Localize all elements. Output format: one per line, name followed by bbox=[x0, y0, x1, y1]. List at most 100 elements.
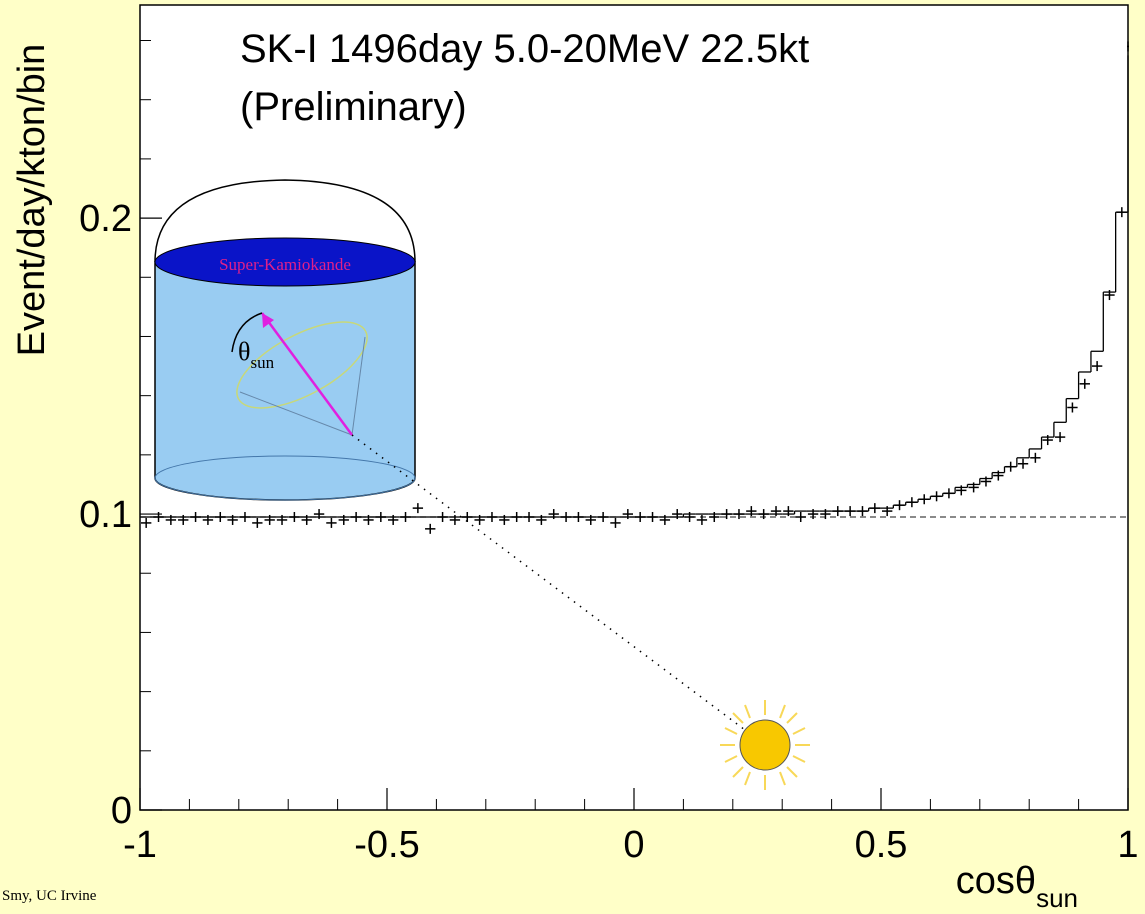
data-point bbox=[412, 503, 424, 514]
data-point bbox=[178, 514, 189, 525]
data-point bbox=[252, 517, 263, 528]
data-point bbox=[313, 509, 325, 520]
cone bbox=[236, 321, 368, 409]
data-point bbox=[350, 512, 362, 523]
x-tick-label: 1 bbox=[1117, 824, 1138, 866]
data-point bbox=[560, 512, 572, 523]
data-point bbox=[993, 470, 1004, 481]
data-point bbox=[388, 514, 399, 525]
data-point bbox=[869, 503, 880, 514]
data-point bbox=[733, 509, 745, 520]
data-point bbox=[709, 512, 720, 523]
data-point bbox=[746, 506, 757, 517]
data-point bbox=[1030, 452, 1041, 463]
data-point bbox=[659, 514, 671, 525]
y-tick-label: 0.1 bbox=[79, 494, 132, 536]
data-point bbox=[1091, 361, 1103, 372]
data-point bbox=[1079, 378, 1090, 389]
data-point bbox=[190, 512, 201, 523]
data-point bbox=[980, 476, 992, 487]
data-point bbox=[696, 514, 708, 525]
data-point bbox=[943, 488, 955, 499]
data-point bbox=[844, 506, 856, 517]
data-point bbox=[795, 512, 806, 523]
angle-label: θsun bbox=[238, 337, 275, 372]
data-point bbox=[338, 514, 349, 525]
arrow-head bbox=[262, 313, 274, 328]
data-point bbox=[301, 514, 312, 525]
angle-arc bbox=[231, 312, 263, 353]
data-point bbox=[227, 514, 238, 525]
data-point bbox=[276, 514, 288, 525]
x-tick-label: 0.5 bbox=[855, 824, 908, 866]
data-point bbox=[1017, 458, 1029, 469]
y-tick-label: 0 bbox=[111, 790, 132, 832]
x-axis-label-sub: sun bbox=[1036, 883, 1078, 913]
x-tick-label: -1 bbox=[123, 824, 157, 866]
tank bbox=[154, 261, 416, 501]
data-point bbox=[1042, 435, 1053, 446]
y-axis-label: Event/day/kton/bin bbox=[11, 44, 53, 357]
data-point bbox=[1054, 432, 1066, 443]
data-point bbox=[437, 512, 448, 523]
data-point bbox=[326, 517, 337, 528]
data-point bbox=[931, 491, 942, 502]
x-tick-label: 0 bbox=[623, 824, 644, 866]
data-point bbox=[807, 509, 819, 520]
data-point bbox=[597, 512, 609, 523]
data-point bbox=[523, 512, 535, 523]
data-point bbox=[363, 514, 374, 525]
data-point bbox=[511, 512, 522, 523]
data-point bbox=[264, 514, 275, 525]
data-point bbox=[165, 514, 177, 525]
data-point bbox=[375, 512, 386, 523]
cone-edge bbox=[239, 391, 353, 436]
data-point bbox=[215, 512, 226, 523]
data-point bbox=[783, 506, 794, 517]
cone-edge bbox=[351, 336, 366, 436]
data-point bbox=[820, 509, 831, 520]
angle-subscript: sun bbox=[250, 353, 274, 372]
data-point bbox=[141, 517, 152, 528]
tank-top bbox=[154, 237, 416, 287]
data-point bbox=[882, 506, 893, 517]
data-point bbox=[770, 506, 782, 517]
data-point bbox=[1104, 290, 1115, 301]
data-point bbox=[202, 514, 214, 525]
data-point bbox=[832, 506, 843, 517]
data-point bbox=[758, 509, 769, 520]
arrow bbox=[260, 312, 354, 436]
data-point bbox=[968, 482, 979, 493]
data-point bbox=[153, 512, 164, 523]
data-point bbox=[499, 514, 510, 525]
detector-diagram: Super-Kamiokande θsun bbox=[154, 179, 766, 746]
data-point bbox=[1127, 41, 1129, 52]
data-point bbox=[906, 497, 918, 508]
angle-symbol: θ bbox=[238, 337, 250, 366]
data-point bbox=[956, 485, 967, 496]
data-point bbox=[894, 500, 905, 511]
data-point bbox=[573, 512, 584, 523]
y-tick-label: 0.2 bbox=[79, 198, 132, 240]
data-point bbox=[857, 506, 868, 517]
data-point bbox=[462, 512, 473, 523]
data-point bbox=[684, 512, 695, 523]
data-point bbox=[400, 512, 411, 523]
data-point bbox=[449, 514, 461, 525]
data-point bbox=[548, 509, 559, 520]
x-tick-label: -0.5 bbox=[354, 824, 419, 866]
data-point bbox=[425, 523, 436, 534]
data-point bbox=[474, 514, 485, 525]
data-point bbox=[1116, 207, 1127, 218]
chart-title: SK-I 1496day 5.0-20MeV 22.5kt bbox=[240, 27, 809, 71]
data-point bbox=[610, 517, 621, 528]
data-point bbox=[289, 512, 300, 523]
sun bbox=[720, 700, 810, 790]
data-point bbox=[635, 512, 646, 523]
x-axis-label-main: cosθ bbox=[956, 860, 1036, 902]
data-point bbox=[721, 509, 732, 520]
data-point bbox=[239, 512, 251, 523]
data-point bbox=[585, 514, 596, 525]
